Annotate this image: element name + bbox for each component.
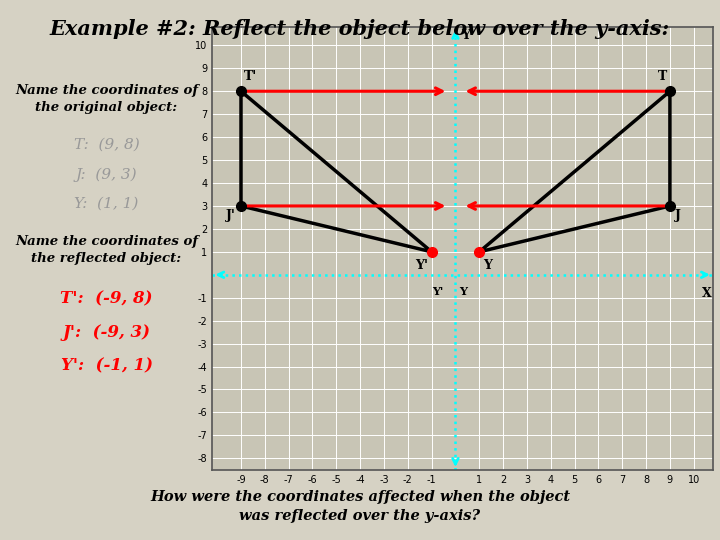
Text: Y': Y' <box>415 259 428 272</box>
Text: J':  (-9, 3): J': (-9, 3) <box>63 324 150 341</box>
Text: Y:  (1, 1): Y: (1, 1) <box>74 197 139 211</box>
Text: Name the coordinates of
the original object:: Name the coordinates of the original obj… <box>15 84 198 114</box>
Text: How were the coordinates affected when the object
was reflected over the y-axis?: How were the coordinates affected when t… <box>150 490 570 523</box>
Text: T:  (9, 8): T: (9, 8) <box>73 138 140 152</box>
Text: X: X <box>702 287 711 300</box>
Text: Y':  (-1, 1): Y': (-1, 1) <box>60 357 153 374</box>
Text: T':  (-9, 8): T': (-9, 8) <box>60 291 153 307</box>
Text: T': T' <box>243 70 256 83</box>
Text: Y: Y <box>483 259 492 272</box>
Text: T: T <box>658 70 667 83</box>
Text: J': J' <box>226 210 236 222</box>
Text: J: J <box>675 210 680 222</box>
Text: Name the coordinates of
the reflected object:: Name the coordinates of the reflected ob… <box>15 235 198 265</box>
Text: Example #2: Reflect the object below over the y-axis:: Example #2: Reflect the object below ove… <box>50 19 670 39</box>
Text: Y': Y' <box>432 286 444 297</box>
Text: Y: Y <box>459 286 467 297</box>
Text: Y: Y <box>462 29 470 42</box>
Text: J:  (9, 3): J: (9, 3) <box>76 167 138 182</box>
